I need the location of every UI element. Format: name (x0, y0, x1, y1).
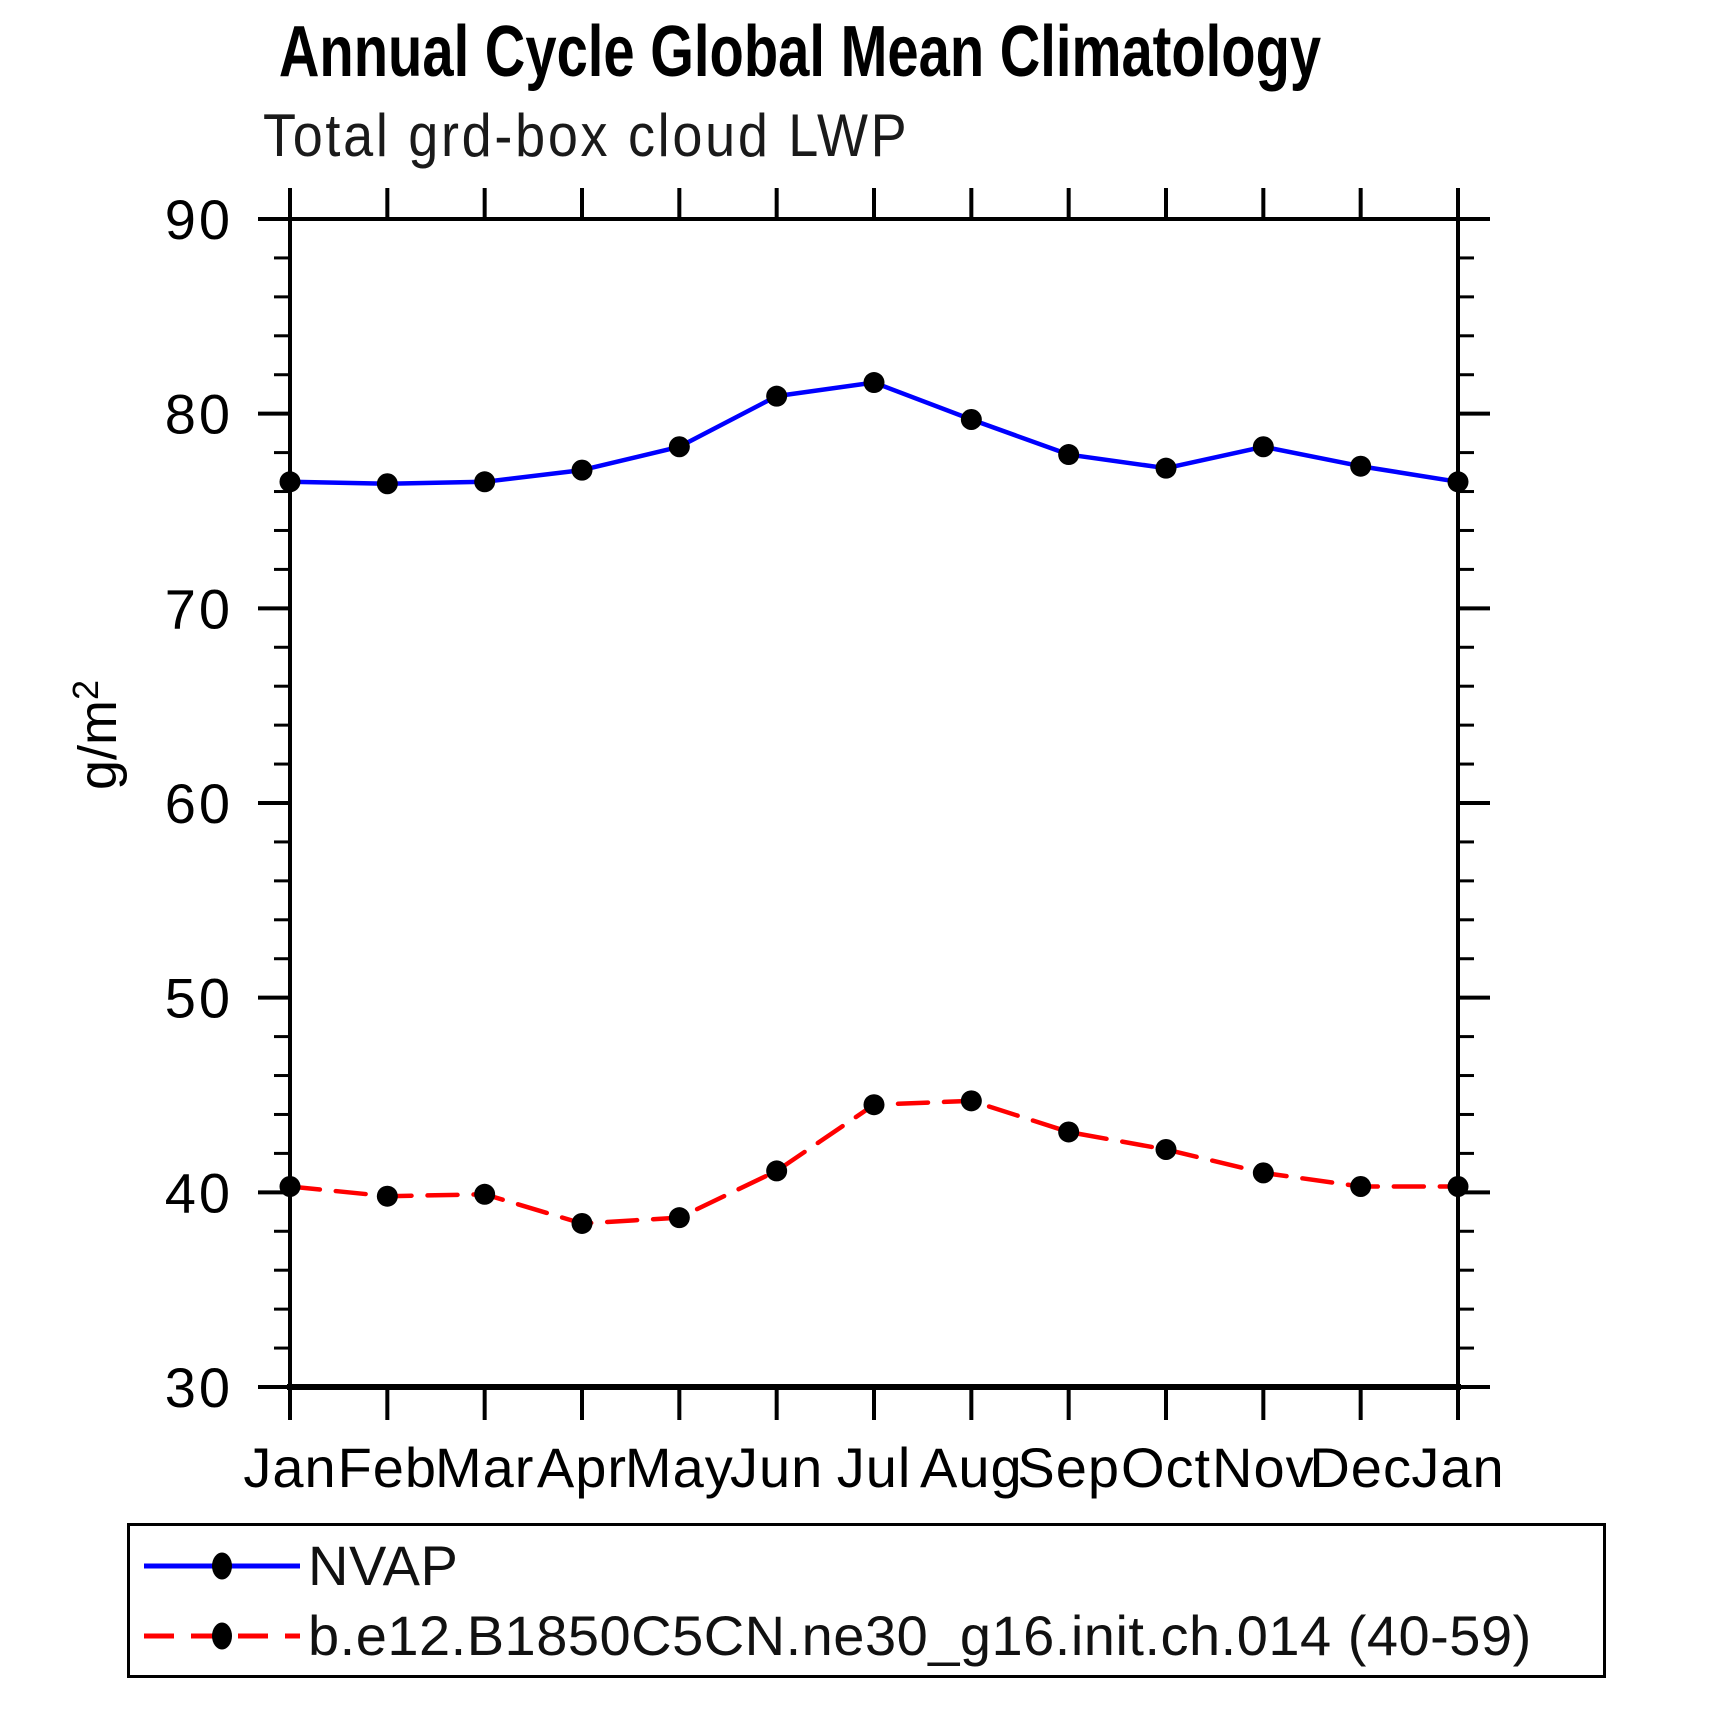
x-tick-label: Sep (1017, 1436, 1120, 1499)
data-point-marker (863, 372, 885, 394)
legend: NVAP b.e12.B1850C5CN.ne30_g16.init.ch.01… (127, 1523, 1606, 1678)
x-tick-label: Jan (1411, 1436, 1504, 1499)
y-tick-label: 40 (165, 1161, 233, 1224)
data-point-marker (1447, 1175, 1469, 1197)
x-tick-label: Nov (1212, 1436, 1315, 1499)
data-point-marker (474, 1183, 496, 1205)
series-line-nvap (287, 380, 1461, 486)
data-point-marker (766, 385, 788, 407)
legend-label-model: b.e12.B1850C5CN.ne30_g16.init.ch.014 (40… (308, 1603, 1532, 1667)
y-tick-label: 70 (165, 577, 233, 640)
chart-subtitle: Total grd-box cloud LWP (263, 102, 910, 169)
y-tick-label: 90 (165, 188, 233, 251)
x-tick-label: Mar (435, 1436, 534, 1499)
data-point-marker (1058, 444, 1080, 466)
data-point-marker (863, 1094, 885, 1116)
data-point-marker (1155, 457, 1177, 479)
x-tick-label: Jun (730, 1436, 823, 1499)
x-tick-label: Apr (537, 1436, 627, 1499)
y-axis-label: g/m2 (65, 680, 128, 790)
data-point-marker (668, 1207, 690, 1229)
legend-sample-nvap (144, 1552, 300, 1579)
y-tick-label: 50 (165, 967, 233, 1030)
data-point-marker (1252, 436, 1274, 458)
data-point-marker (1447, 471, 1469, 493)
x-tick-label: Jan (243, 1436, 336, 1499)
data-point-marker (474, 471, 496, 493)
data-point-marker (279, 1175, 301, 1197)
legend-marker-icon (212, 1552, 232, 1579)
x-tick-label: May (625, 1436, 734, 1499)
data-point-marker (376, 473, 398, 495)
data-point-marker (960, 1090, 982, 1112)
x-tick-label: Dec (1309, 1436, 1412, 1499)
y-tick-label: 80 (165, 383, 233, 446)
plot-frame (288, 217, 1460, 1389)
data-point-marker (571, 1212, 593, 1234)
legend-marker-icon (212, 1622, 232, 1649)
y-tick-label: 30 (165, 1356, 233, 1419)
x-tick-label: Oct (1121, 1436, 1211, 1499)
data-point-marker (1252, 1162, 1274, 1184)
data-point-marker (1350, 1175, 1372, 1197)
legend-item-model: b.e12.B1850C5CN.ne30_g16.init.ch.014 (40… (130, 1606, 1603, 1666)
data-point-marker (1155, 1139, 1177, 1161)
data-point-marker (766, 1160, 788, 1182)
data-point-marker (668, 436, 690, 458)
x-tick-label: Feb (338, 1436, 438, 1499)
data-point-marker (571, 459, 593, 481)
chart-title: Annual Cycle Global Mean Climatology (278, 12, 1322, 92)
data-point-marker (279, 471, 301, 493)
data-point-marker (960, 409, 982, 431)
data-point-marker (1058, 1121, 1080, 1143)
y-tick-label: 60 (165, 772, 233, 835)
data-point-marker (376, 1185, 398, 1207)
legend-item-nvap: NVAP (130, 1536, 1603, 1596)
x-tick-label: Aug (920, 1436, 1023, 1499)
legend-label-nvap: NVAP (308, 1533, 459, 1597)
x-tick-label: Jul (837, 1436, 912, 1499)
legend-sample-model (144, 1622, 300, 1649)
series-line-model (287, 1098, 1461, 1226)
data-point-marker (1350, 455, 1372, 477)
